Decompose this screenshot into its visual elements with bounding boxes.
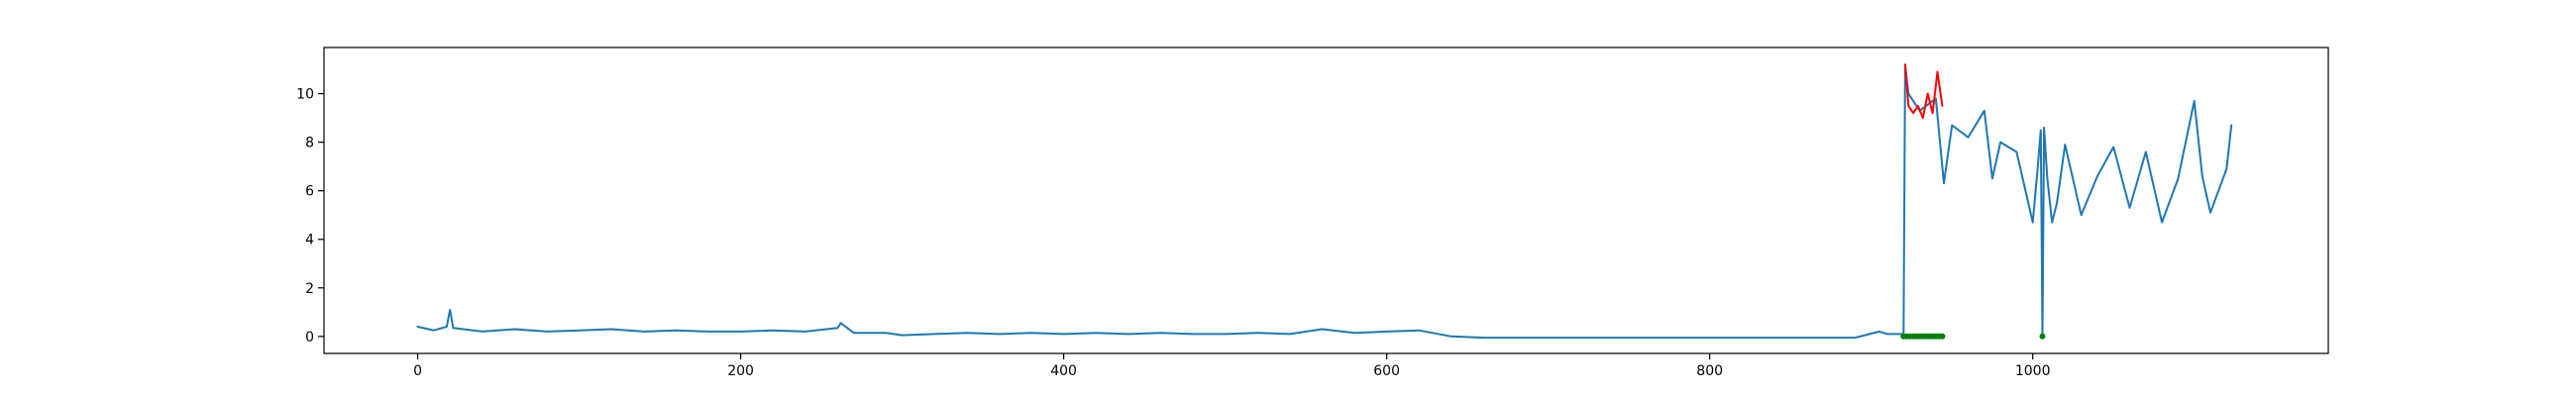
x-tick-label: 1000 — [2015, 363, 2051, 379]
plot-area — [416, 63, 2233, 340]
x-tick-label: 200 — [727, 363, 754, 379]
y-tick-label: 10 — [296, 87, 314, 103]
x-tick-label: 0 — [413, 363, 422, 379]
y-tick-label: 2 — [305, 281, 314, 297]
y-tick-label: 6 — [305, 184, 314, 200]
axes: 0 200 400 600 800 1000 0 2 4 6 8 10 — [296, 47, 2329, 379]
x-tick-label: 800 — [1696, 363, 1723, 379]
axes-frame — [323, 47, 2329, 354]
data-point — [2039, 333, 2046, 340]
series-line-1 — [1903, 63, 1944, 120]
series-line-0 — [416, 63, 2233, 340]
data-point — [1939, 333, 1946, 340]
x-tick-label: 400 — [1050, 363, 1077, 379]
y-tick-label: 4 — [305, 233, 314, 248]
y-tick-label: 8 — [305, 136, 314, 151]
x-tick-label: 600 — [1373, 363, 1400, 379]
y-tick-label: 0 — [305, 330, 314, 346]
